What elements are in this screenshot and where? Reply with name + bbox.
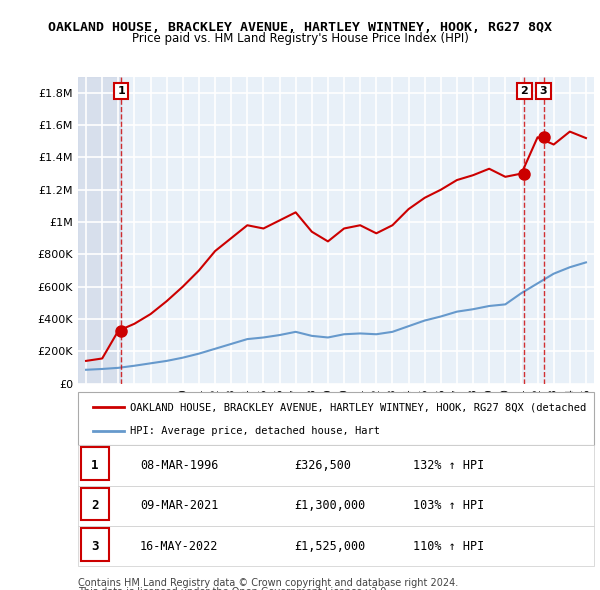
Bar: [78, 77, 121, 384]
Text: 3: 3: [91, 540, 98, 553]
FancyBboxPatch shape: [80, 528, 109, 560]
Text: 110% ↑ HPI: 110% ↑ HPI: [413, 540, 485, 553]
Text: 09-MAR-2021: 09-MAR-2021: [140, 499, 218, 513]
Text: 1: 1: [118, 86, 125, 96]
Text: OAKLAND HOUSE, BRACKLEY AVENUE, HARTLEY WINTNEY, HOOK, RG27 8QX: OAKLAND HOUSE, BRACKLEY AVENUE, HARTLEY …: [48, 21, 552, 34]
Text: 132% ↑ HPI: 132% ↑ HPI: [413, 459, 485, 472]
Text: 08-MAR-1996: 08-MAR-1996: [140, 459, 218, 472]
Text: 1: 1: [91, 459, 98, 472]
Text: This data is licensed under the Open Government Licence v3.0.: This data is licensed under the Open Gov…: [78, 587, 389, 590]
Text: Contains HM Land Registry data © Crown copyright and database right 2024.: Contains HM Land Registry data © Crown c…: [78, 578, 458, 588]
FancyBboxPatch shape: [78, 486, 594, 526]
FancyBboxPatch shape: [80, 488, 109, 520]
Text: OAKLAND HOUSE, BRACKLEY AVENUE, HARTLEY WINTNEY, HOOK, RG27 8QX (detached: OAKLAND HOUSE, BRACKLEY AVENUE, HARTLEY …: [130, 402, 586, 412]
Text: 103% ↑ HPI: 103% ↑ HPI: [413, 499, 485, 513]
Text: Price paid vs. HM Land Registry's House Price Index (HPI): Price paid vs. HM Land Registry's House …: [131, 32, 469, 45]
FancyBboxPatch shape: [78, 526, 594, 566]
FancyBboxPatch shape: [78, 445, 594, 486]
Text: £326,500: £326,500: [295, 459, 352, 472]
Text: HPI: Average price, detached house, Hart: HPI: Average price, detached house, Hart: [130, 425, 380, 435]
FancyBboxPatch shape: [80, 447, 109, 480]
Text: 3: 3: [540, 86, 547, 96]
Text: 2: 2: [91, 499, 98, 513]
Text: 2: 2: [520, 86, 528, 96]
Text: 16-MAY-2022: 16-MAY-2022: [140, 540, 218, 553]
Text: £1,525,000: £1,525,000: [295, 540, 366, 553]
FancyBboxPatch shape: [78, 392, 594, 445]
Text: £1,300,000: £1,300,000: [295, 499, 366, 513]
